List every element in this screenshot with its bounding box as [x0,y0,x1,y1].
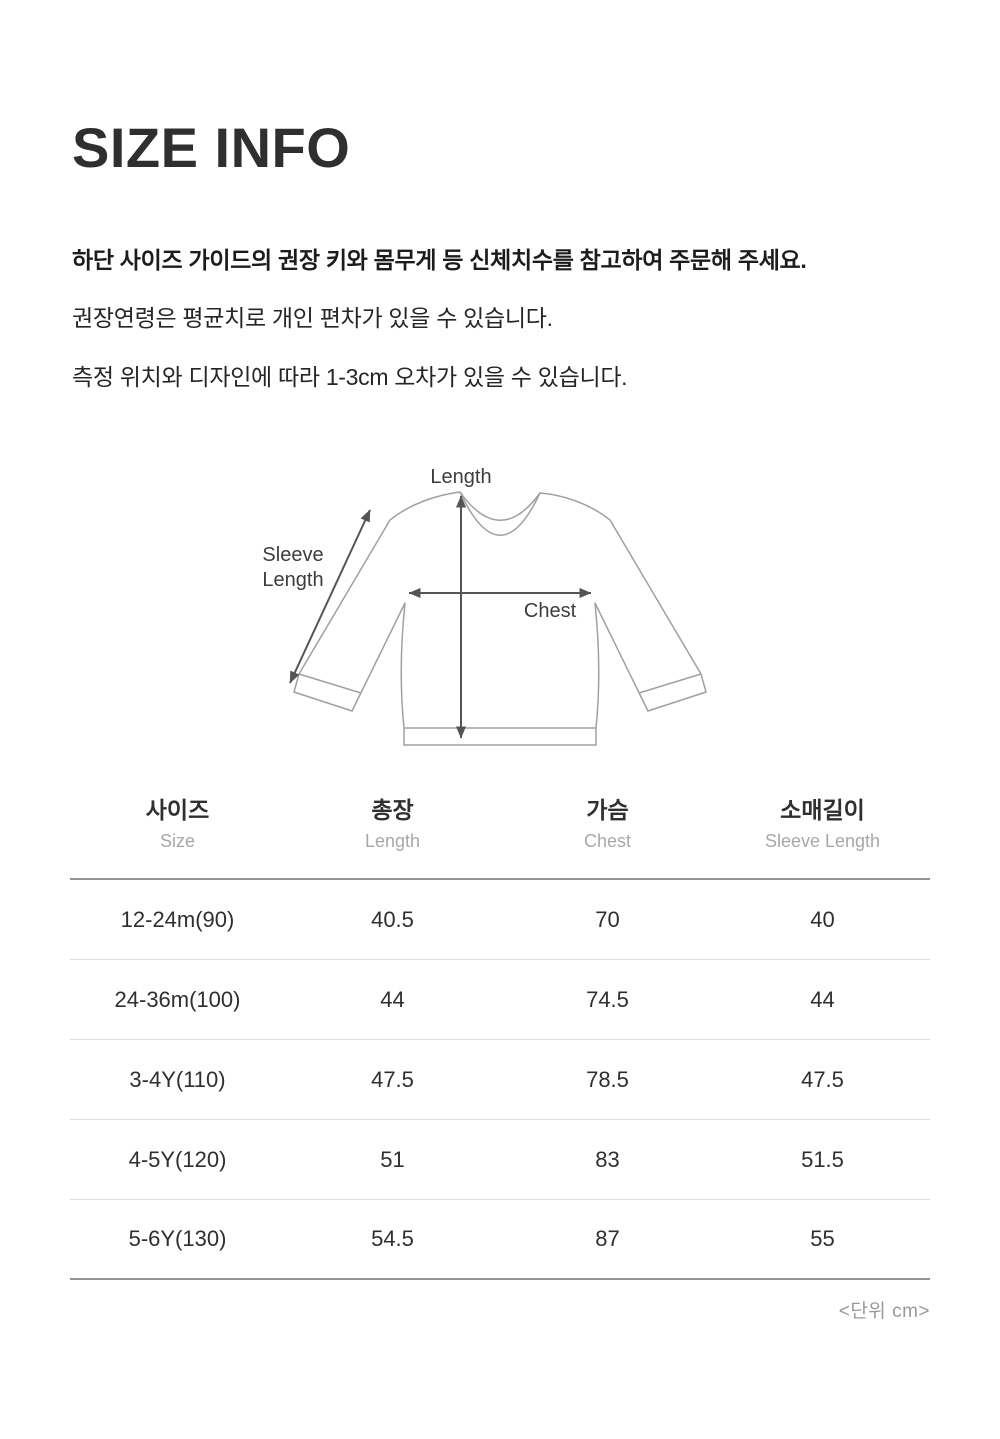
column-header-en: Sleeve Length [764,831,881,852]
page-title: SIZE INFO [72,116,351,179]
table-row: 5-6Y(130) 54.5 87 55 [70,1200,930,1281]
cell-chest: 74.5 [586,986,629,1012]
size-table-body: 12-24m(90) 40.5 70 40 24-36m(100) 44 74.… [70,880,930,1281]
size-guide-description: 하단 사이즈 가이드의 권장 키와 몸무게 등 신체치수를 참고하여 주문해 주… [72,246,928,392]
cell-size: 12-24m(90) [120,906,235,932]
cell-length: 51 [380,1146,405,1172]
cell-size: 3-4Y(110) [129,1066,226,1092]
cell-size: 24-36m(100) [114,986,241,1012]
cell-sleeve-length: 55 [810,1226,835,1252]
cell-chest: 83 [595,1146,620,1172]
garment-diagram: Length Sleeve Length Chest [0,440,1000,770]
cell-sleeve-length: 44 [810,986,835,1012]
table-row: 3-4Y(110) 47.5 78.5 47.5 [70,1040,930,1121]
diagram-label-length: Length [430,466,491,488]
cell-length: 44 [380,986,405,1012]
column-header-en: Size [159,831,195,852]
sweater-outline-graphic [293,491,707,747]
size-table-header: 사이즈 Size 총장 Length 가슴 Chest 소매길이 Sleeve … [70,796,930,881]
table-row: 24-36m(100) 44 74.5 44 [70,960,930,1041]
cell-size: 4-5Y(120) [128,1146,227,1172]
cell-chest: 78.5 [586,1066,629,1092]
cell-chest: 70 [595,906,620,932]
size-table: 사이즈 Size 총장 Length 가슴 Chest 소매길이 Sleeve … [70,796,930,1281]
description-line: 하단 사이즈 가이드의 권장 키와 몸무게 등 신체치수를 참고하여 주문해 주… [72,247,807,273]
table-row: 12-24m(90) 40.5 70 40 [70,880,930,961]
column-header-ko: 가슴 [586,797,629,824]
measurement-arrows [289,495,592,739]
diagram-label-sleeve-line1: Sleeve [262,544,323,566]
sleeve-length-arrow [289,509,371,684]
column-header-length: 총장 Length [285,796,500,852]
cell-sleeve-length: 51.5 [801,1146,844,1172]
collar-band-line [459,491,541,537]
column-header-en: Length [364,831,421,852]
description-line: 측정 위치와 디자인에 따라 1-3cm 오차가 있을 수 있습니다. [72,363,628,390]
cell-length: 47.5 [371,1066,414,1092]
diagram-label-sleeve-line2: Length [262,569,323,591]
column-header-ko: 소매길이 [780,797,865,824]
cell-size: 5-6Y(130) [128,1226,227,1252]
cell-length: 54.5 [371,1226,414,1252]
cell-sleeve-length: 47.5 [801,1066,844,1092]
column-header-en: Chest [583,831,632,852]
diagram-label-chest: Chest [524,600,577,622]
unit-note: <단위 cm> [838,1301,930,1323]
cell-sleeve-length: 40 [810,906,835,932]
cell-length: 40.5 [371,906,414,932]
column-header-ko: 총장 [371,797,414,824]
column-header-size: 사이즈 Size [70,796,285,852]
table-row: 4-5Y(120) 51 83 51.5 [70,1120,930,1201]
column-header-sleeve-length: 소매길이 Sleeve Length [715,796,930,852]
column-header-ko: 사이즈 [145,797,210,824]
description-line: 권장연령은 평균치로 개인 편차가 있을 수 있습니다. [72,305,553,332]
right-cuff-seam-line [638,673,702,695]
cell-chest: 87 [595,1226,620,1252]
column-header-chest: 가슴 Chest [500,796,715,852]
sweater-measurement-diagram: Length Sleeve Length Chest [262,466,707,747]
